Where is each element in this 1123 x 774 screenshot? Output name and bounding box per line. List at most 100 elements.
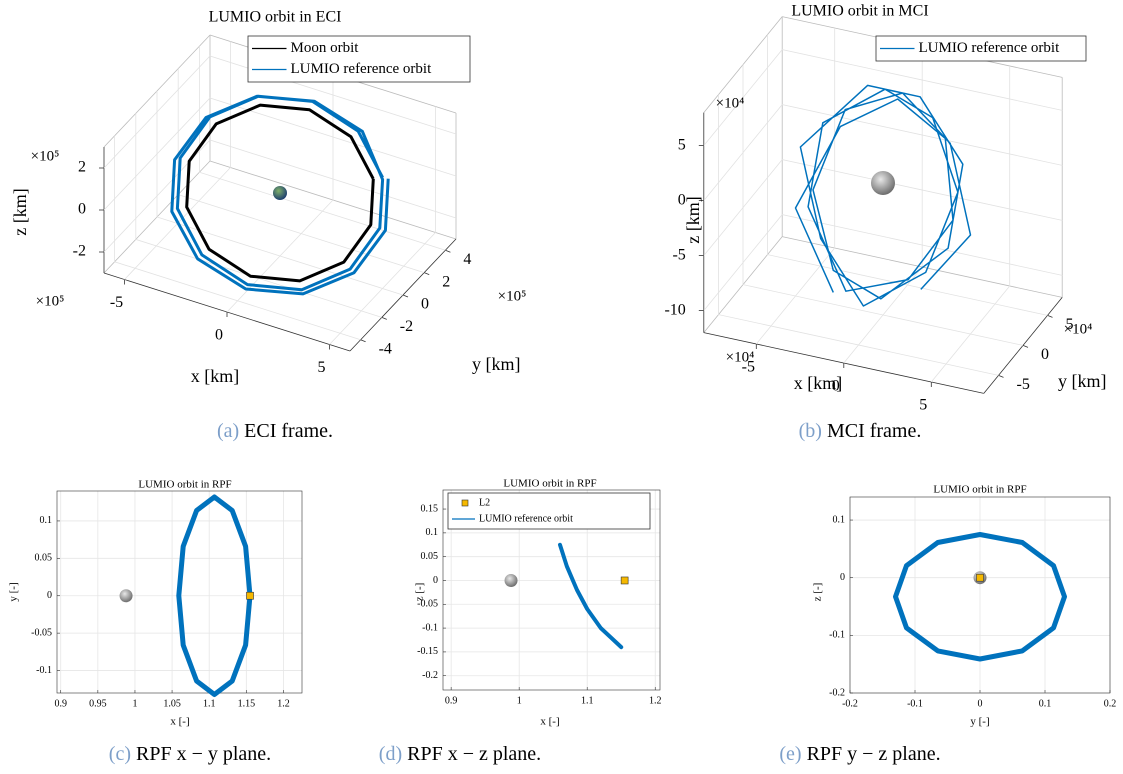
chart-title: LUMIO orbit in RPF: [138, 479, 231, 491]
caption: (c) RPF x − y plane.: [109, 743, 271, 765]
tick-mark: [1022, 345, 1029, 348]
tick-mark: [424, 272, 430, 275]
y-tick-label: 0.05: [421, 551, 439, 562]
tick-mark: [1047, 315, 1053, 318]
l2-marker: [246, 591, 254, 600]
x-tick-label: 5: [919, 397, 927, 414]
caption-label: (e): [779, 743, 801, 765]
earth-icon: [273, 186, 287, 200]
caption: (a) ECI frame.: [217, 420, 333, 442]
z-tick-label: -5: [672, 246, 685, 263]
tick-mark: [402, 294, 409, 298]
grid-line: [718, 94, 999, 376]
y-tick-label: -0.1: [829, 630, 845, 641]
caption-text: MCI frame.: [827, 420, 921, 442]
y-tick-label: 0.05: [35, 553, 53, 564]
x-tick-label: 0.9: [54, 698, 67, 709]
x-tick-label: 0.2: [1104, 698, 1117, 709]
x-tick-label: -5: [110, 294, 123, 311]
grid-line: [103, 55, 457, 169]
x-tick-label: 0.95: [89, 698, 107, 709]
y-axis-label: y [km]: [1058, 371, 1107, 391]
caption-text: RPF y − z plane.: [807, 743, 941, 765]
moon-marker: [504, 573, 518, 587]
grid-line: [103, 97, 457, 211]
grid-line: [930, 66, 1011, 383]
x-tick-label: 1.15: [238, 698, 256, 709]
grid-line: [742, 64, 1024, 346]
z-axis-label: z [km]: [683, 196, 703, 243]
caption-label: (b): [799, 420, 822, 442]
x-tick-label: -5: [742, 359, 755, 376]
z-tick-label: -2: [73, 243, 86, 260]
moon-icon: [871, 171, 895, 195]
y-tick-label: -5: [1017, 376, 1030, 393]
caption-label: (d): [379, 743, 402, 765]
orbit-line: [170, 94, 390, 296]
grid-line: [703, 214, 1063, 311]
z-tick-label: 5: [678, 136, 686, 153]
y-tick-label: -0.05: [31, 627, 52, 638]
y-axis-label: z [-]: [414, 583, 426, 602]
y-tick-label: -2: [400, 318, 413, 335]
orbit-line: [893, 532, 1067, 662]
x-exponent: ×10⁴: [726, 349, 755, 365]
legend-box: [447, 492, 651, 530]
grid-line: [124, 41, 231, 280]
grid-line: [703, 159, 1063, 256]
tick-mark: [381, 317, 387, 320]
legend-label: LUMIO reference orbit: [919, 40, 1061, 56]
caption-label: (a): [217, 420, 239, 442]
x-axis-label: x [km]: [191, 366, 240, 386]
y-tick-label: 0: [421, 296, 429, 313]
z-exponent: ×10⁴: [716, 95, 745, 111]
x-tick-label: 1.1: [203, 698, 216, 709]
grid-line: [135, 113, 382, 318]
grid-line: [703, 49, 1063, 146]
y-tick-label: 0.1: [426, 527, 439, 538]
x-tick-label: -0.2: [842, 698, 858, 709]
y-tick-label: -4: [379, 340, 392, 357]
y-axis-label: y [-]: [8, 582, 20, 601]
legend-label: LUMIO reference orbit: [291, 61, 433, 77]
orbit-line: [176, 494, 253, 697]
orbit-line: [185, 103, 375, 283]
x-tick-label: 1.2: [277, 698, 290, 709]
y-tick-label: 0: [47, 590, 52, 601]
chart-title: LUMIO orbit in RPF: [503, 478, 596, 490]
y-tick-label: -0.2: [829, 687, 845, 698]
caption-text: RPF x − y plane.: [136, 743, 271, 765]
caption: (e) RPF y − z plane.: [779, 743, 940, 765]
plot-frame: [849, 496, 1111, 694]
y-tick-label: 0: [840, 572, 845, 583]
x-tick-label: 1.05: [163, 698, 181, 709]
grid-line: [703, 104, 1063, 201]
l2-marker: [620, 576, 629, 585]
y-tick-label: 0.1: [833, 514, 846, 525]
chart-title: LUMIO orbit in RPF: [933, 484, 1026, 496]
y-tick-label: 0.15: [421, 503, 439, 514]
caption-label: (c): [109, 743, 131, 765]
tick-mark: [445, 249, 451, 253]
grid-line: [114, 135, 361, 341]
x-tick-label: 0.9: [445, 695, 458, 706]
grid-line: [198, 46, 446, 251]
l2-marker: [976, 573, 984, 582]
x-axis-label: x [-]: [170, 716, 189, 728]
plot-frame: [56, 490, 303, 694]
caption: (d) RPF x − z plane.: [379, 743, 541, 765]
y-tick-label: -0.2: [422, 670, 438, 681]
x-tick-label: 5: [318, 359, 326, 376]
y-tick-label: 0.1: [40, 515, 53, 526]
x-axis-label: y [-]: [970, 716, 989, 728]
grid-line: [767, 34, 1048, 316]
caption-text: RPF x − z plane.: [407, 743, 541, 765]
legend-label: Moon orbit: [291, 40, 360, 56]
z-tick-label: 0: [678, 191, 686, 208]
x-tick-label: 1: [132, 698, 137, 709]
plot-frame: [442, 489, 661, 691]
x-tick-label: 0: [215, 327, 223, 344]
x-exponent: ×10⁵: [36, 293, 65, 309]
y-tick-label: 2: [442, 273, 450, 290]
